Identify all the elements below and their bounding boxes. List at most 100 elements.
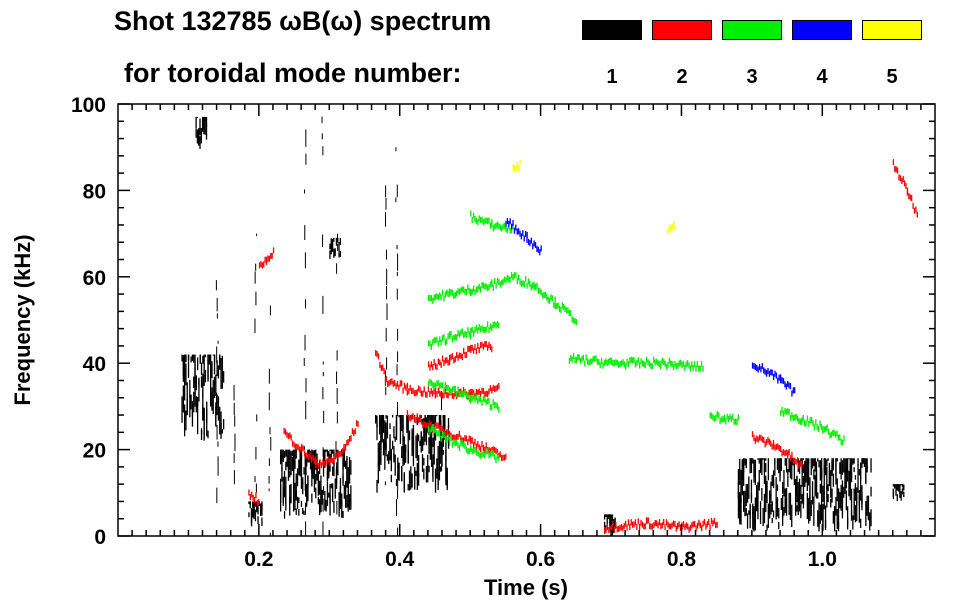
series-2-trace	[485, 340, 487, 348]
series-2-trace	[455, 433, 458, 440]
series-1-blob	[389, 423, 391, 430]
series-1-blob	[830, 498, 832, 508]
series-1-blob	[755, 498, 758, 512]
series-1-blob	[308, 449, 310, 452]
series-3-trace	[471, 448, 473, 455]
y-tick-label: 20	[83, 440, 106, 463]
series-2-trace	[344, 443, 347, 450]
series-1-blob	[338, 242, 340, 253]
series-1-blob	[854, 505, 857, 523]
series-1-blob	[770, 503, 772, 515]
series-3-trace	[482, 326, 485, 333]
series-1-blob	[211, 387, 213, 411]
series-1-blob	[386, 415, 389, 422]
series-2-trace	[394, 379, 396, 386]
series-2-trace	[474, 393, 476, 400]
series-1-blob	[750, 493, 753, 503]
series-3-trace	[475, 286, 478, 293]
series-1-blob	[780, 498, 782, 511]
series-3-trace	[696, 361, 699, 368]
series-1-blob	[320, 475, 322, 491]
series-3-trace	[567, 307, 569, 314]
series-1-blob	[857, 458, 859, 466]
series-1-blob	[195, 128, 197, 138]
series-1-blob	[329, 449, 331, 451]
series-1-blob	[748, 476, 750, 499]
series-1-blob	[614, 517, 616, 524]
series-2-trace	[286, 431, 288, 438]
series-2-trace	[903, 180, 906, 187]
series-1-blob	[348, 478, 351, 484]
series-1-blob	[869, 517, 871, 531]
series-1-blob	[797, 458, 799, 472]
series-2-trace	[315, 461, 317, 468]
series-1-blob	[848, 458, 850, 460]
series-3-trace	[671, 361, 673, 368]
series-3-trace	[519, 278, 521, 285]
series-3-trace	[492, 284, 494, 291]
series-3-trace	[460, 391, 462, 398]
series-1-blob	[753, 506, 755, 530]
series-1-blob	[248, 501, 250, 505]
series-1-blob	[181, 354, 183, 362]
series-3-trace	[686, 360, 689, 367]
series-3-trace	[826, 424, 828, 431]
series-1-streak	[385, 443, 387, 457]
series-2-trace	[657, 522, 659, 529]
series-2-trace	[795, 458, 797, 465]
series-1-blob	[765, 482, 767, 513]
series-1-blob	[446, 470, 448, 488]
y-tick-label: 60	[83, 267, 106, 290]
series-1-blob	[189, 379, 191, 397]
series-1-blob	[401, 465, 403, 482]
series-1-streak	[304, 502, 306, 515]
series-1-blob	[853, 467, 855, 473]
series-3-trace	[493, 321, 496, 328]
series-3-trace	[518, 274, 520, 281]
series-3-trace	[644, 362, 646, 369]
series-4-trace	[789, 383, 792, 390]
series-2-trace	[313, 458, 316, 465]
series-4-trace	[515, 224, 517, 231]
series-3-trace	[488, 397, 490, 404]
series-2-trace	[464, 434, 466, 442]
series-1-blob	[295, 449, 297, 459]
series-3-trace	[636, 360, 638, 367]
series-1-blob	[818, 513, 820, 532]
series-1-blob	[820, 490, 823, 521]
series-4-trace	[530, 237, 532, 244]
series-2-trace	[387, 381, 389, 388]
series-3-trace	[727, 416, 730, 423]
series-1-blob	[762, 521, 764, 527]
legend-swatch-5	[862, 20, 922, 40]
series-3-trace	[444, 291, 446, 298]
series-1-blob	[182, 385, 184, 413]
series-2-trace	[389, 378, 392, 385]
series-1-blob	[794, 484, 797, 496]
series-1-blob	[752, 509, 754, 530]
series-1-blob	[193, 354, 195, 363]
series-2-trace	[716, 521, 718, 528]
series-3-trace	[503, 222, 506, 229]
series-1-blob	[750, 479, 753, 499]
series-1-blob	[252, 508, 254, 518]
series-3-trace	[560, 306, 562, 313]
series-1-blob	[350, 485, 352, 510]
series-1-streak	[440, 391, 442, 411]
series-3-trace	[485, 283, 487, 290]
series-1-blob	[183, 411, 186, 437]
series-1-blob	[330, 449, 332, 460]
series-3-trace	[495, 457, 497, 464]
series-3-trace	[456, 391, 458, 398]
series-3-trace	[627, 361, 630, 368]
series-2-trace	[465, 351, 468, 358]
series-1-blob	[778, 522, 780, 530]
series-2-trace	[777, 443, 779, 450]
series-3-trace	[709, 412, 711, 419]
series-1-blob	[789, 461, 792, 479]
series-1-blob	[384, 444, 386, 470]
series-1-streak	[305, 129, 307, 147]
series-3-trace	[679, 359, 682, 366]
series-2-trace	[670, 523, 672, 530]
